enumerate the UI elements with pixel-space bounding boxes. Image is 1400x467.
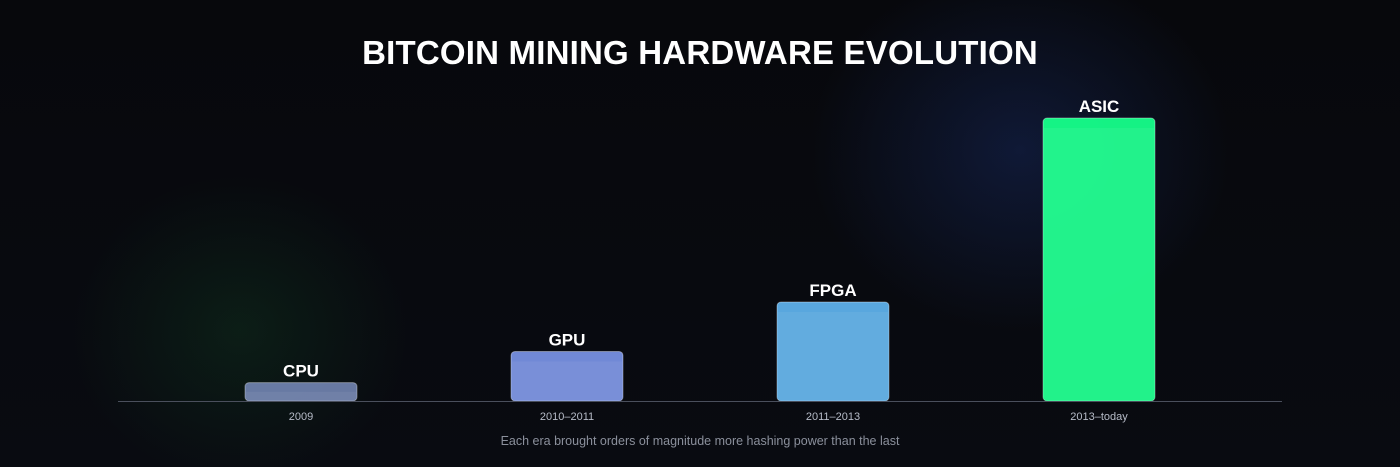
chart-caption: Each era brought orders of magnitude mor… (500, 434, 900, 448)
x-tick-label: 2013–today (1070, 411, 1128, 423)
bar-3 (1042, 117, 1156, 402)
bar-label: FPGA (809, 281, 856, 300)
bars-layer (244, 117, 1156, 402)
bar-1 (510, 350, 624, 402)
x-tick-label: 2009 (289, 411, 313, 423)
bar-2 (776, 301, 890, 402)
x-tick-labels-layer: 2009 2010–2011 2011–2013 2013–today (289, 411, 1128, 423)
bar-shade (1044, 128, 1154, 400)
bar-label: ASIC (1079, 97, 1120, 116)
bar-shade (778, 311, 888, 400)
bar-shade (246, 391, 356, 400)
bar-labels-layer: CPU GPU FPGA ASIC (283, 97, 1119, 381)
x-tick-label: 2010–2011 (540, 411, 594, 423)
bar-label: CPU (283, 362, 319, 381)
chart-title: BITCOIN MINING HARDWARE EVOLUTION (362, 34, 1038, 71)
bar-label: GPU (549, 330, 586, 349)
x-tick-label: 2011–2013 (806, 411, 860, 423)
bar-0 (244, 382, 358, 402)
bar-shade (512, 361, 622, 400)
